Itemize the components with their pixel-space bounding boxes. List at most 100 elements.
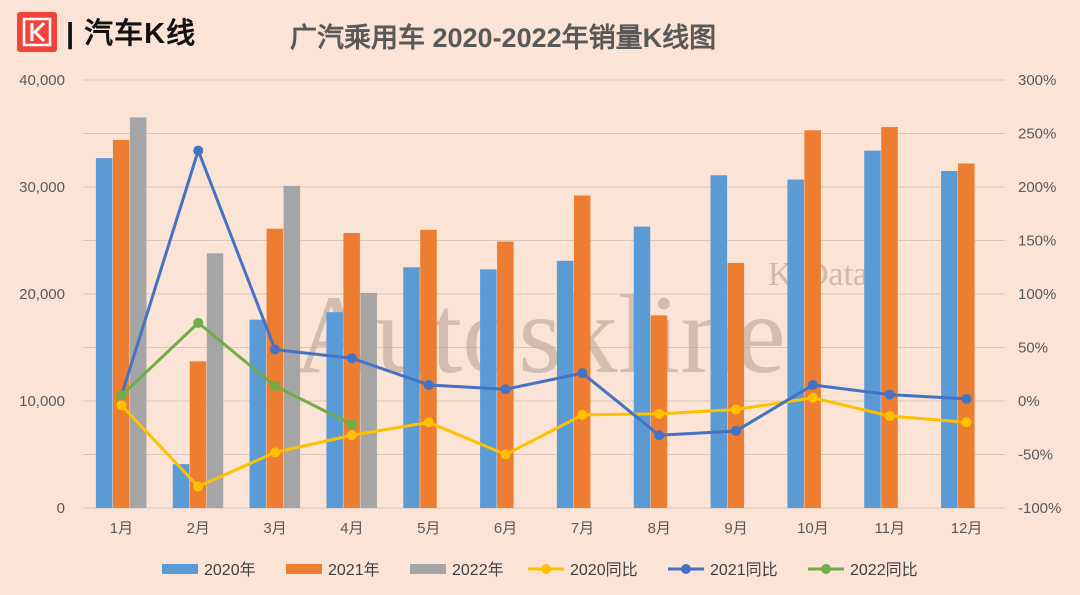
- point-2021同比: [193, 145, 204, 156]
- x-tick-label: 7月: [571, 520, 594, 537]
- bar-2020年: [864, 150, 881, 508]
- brand-name: | 汽车K线: [66, 18, 197, 50]
- point-2020同比: [807, 392, 818, 403]
- point-2020同比: [193, 481, 204, 492]
- bar-2021年: [266, 228, 284, 509]
- point-2020同比: [500, 449, 511, 460]
- point-2020同比: [116, 400, 127, 411]
- bar-2022年: [283, 185, 301, 508]
- bar-2021年: [573, 195, 591, 508]
- bar-2020年: [172, 464, 190, 508]
- axes: 0 10,000 20,000 30,000 40,000 -100% -50% 0% 50% 1…: [19, 72, 1061, 537]
- y-right-tick-label: 250%: [1018, 126, 1056, 143]
- legend-label: 2020年: [204, 561, 256, 579]
- bar-2020年: [249, 319, 267, 508]
- bar-2020年: [941, 170, 958, 508]
- bar-2021年: [112, 139, 130, 509]
- y-left-tick-label: 20,000: [19, 286, 65, 303]
- chart-title: 广汽乘用车 2020-2022年销量K线图: [290, 23, 717, 53]
- point-2021同比: [346, 353, 357, 364]
- point-2020同比: [654, 408, 665, 419]
- legend-label: 2022年: [452, 561, 504, 579]
- point-2020同比: [731, 404, 742, 415]
- header: | 汽车K线 广汽乘用车 2020-2022年销量K线图: [0, 0, 1080, 60]
- point-2020同比: [884, 410, 895, 421]
- bars: [95, 117, 975, 509]
- point-2021同比: [577, 368, 588, 379]
- bar-2021年: [958, 163, 975, 508]
- point-2020同比: [346, 430, 357, 441]
- x-tick-label: 1月: [110, 520, 133, 537]
- line-2022同比: [120, 321, 353, 426]
- legend-swatch: [410, 564, 446, 574]
- point-2021同比: [807, 379, 818, 390]
- y-left-tick-label: 10,000: [19, 393, 65, 410]
- y-right-tick-label: 300%: [1018, 72, 1056, 89]
- legend-swatch: [162, 564, 198, 574]
- legend-label: 2022同比: [850, 561, 918, 579]
- point-2020同比: [961, 417, 972, 428]
- point-2021同比: [270, 344, 281, 355]
- bar-2022年: [129, 117, 147, 508]
- legend-marker: [541, 564, 551, 574]
- bar-2021年: [343, 233, 360, 508]
- bar-2020年: [787, 179, 804, 508]
- point-2021同比: [731, 425, 742, 436]
- y-left-tick-label: 30,000: [19, 179, 65, 196]
- bar-2021年: [727, 262, 745, 508]
- point-2021同比: [654, 430, 665, 441]
- legend-label: 2021同比: [710, 561, 778, 579]
- point-2021同比: [884, 389, 895, 400]
- x-tick-label: 12月: [951, 520, 983, 537]
- y-right-tick-label: 100%: [1018, 286, 1056, 303]
- x-tick-label: 8月: [648, 520, 671, 537]
- lines: [116, 145, 972, 492]
- bar-2020年: [633, 226, 651, 508]
- bar-2021年: [804, 130, 821, 509]
- bar-2020年: [403, 267, 420, 508]
- point-2021同比: [423, 379, 434, 390]
- x-tick-label: 3月: [263, 520, 286, 537]
- bar-2021年: [497, 241, 514, 508]
- logo-icon: [17, 12, 57, 52]
- point-2022同比: [270, 381, 281, 392]
- legend-label: 2021年: [328, 561, 380, 579]
- x-tick-label: 10月: [797, 520, 829, 537]
- y-right-tick-label: 50%: [1018, 340, 1048, 357]
- bar-2022年: [206, 253, 224, 508]
- legend-label: 2020同比: [570, 561, 638, 579]
- y-left-tick-label: 40,000: [19, 72, 65, 89]
- legend: 2020年 2021年 2022年 2020同比 2021同比 2022同比: [162, 561, 918, 579]
- y-right-tick-label: 0%: [1018, 393, 1040, 410]
- point-2022同比: [116, 390, 127, 401]
- bar-2020年: [556, 260, 574, 508]
- point-2020同比: [270, 447, 281, 458]
- legend-marker: [681, 564, 691, 574]
- x-tick-label: 5月: [417, 520, 440, 537]
- x-tick-label: 6月: [494, 520, 517, 537]
- point-2022同比: [193, 317, 204, 328]
- legend-swatch: [286, 564, 322, 574]
- y-right-tick-label: -100%: [1018, 500, 1061, 517]
- bar-2020年: [710, 175, 728, 509]
- bar-2021年: [189, 361, 207, 508]
- point-2021同比: [500, 384, 511, 395]
- point-2021同比: [961, 393, 972, 404]
- x-tick-label: 4月: [340, 520, 363, 537]
- bar-2022年: [360, 292, 377, 508]
- bar-2020年: [326, 312, 343, 508]
- x-tick-label: 2月: [187, 520, 210, 537]
- y-right-tick-label: 200%: [1018, 179, 1056, 196]
- bar-2020年: [95, 158, 113, 509]
- legend-marker: [821, 564, 831, 574]
- x-tick-label: 9月: [724, 520, 747, 537]
- gridlines: [83, 79, 1005, 509]
- point-2020同比: [577, 409, 588, 420]
- line-2021同比: [119, 149, 967, 437]
- point-2020同比: [423, 417, 434, 428]
- point-2022同比: [346, 419, 357, 430]
- x-tick-label: 11月: [874, 520, 905, 537]
- y-right-tick-label: 150%: [1018, 233, 1056, 250]
- line-2020同比: [120, 396, 967, 489]
